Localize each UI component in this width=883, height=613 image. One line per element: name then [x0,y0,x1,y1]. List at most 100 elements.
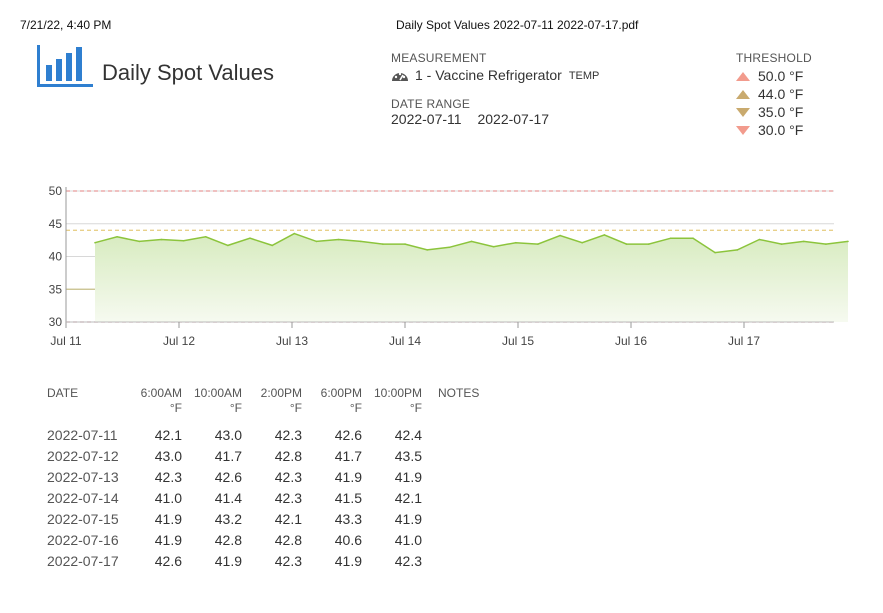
column-unit: °F [169,401,182,415]
data-point [404,243,406,245]
row-date: 2022-07-16 [47,531,119,548]
column-unit: °F [229,401,242,415]
y-tick-label: 30 [49,315,63,329]
y-tick-label: 50 [49,184,63,198]
column-header-6pm: 6:00PM °F [302,386,362,416]
row-value: 41.9 [154,510,182,527]
row-value: 41.9 [214,552,242,569]
column-unit: °F [349,401,362,415]
data-point [204,236,207,238]
data-point [315,240,318,243]
data-point [603,234,606,236]
y-tick-label: 45 [49,217,63,231]
date-range-caption: DATE RANGE [391,97,471,111]
row-value: 41.9 [334,552,362,569]
date-range-start: 2022-07-11 [391,111,462,127]
row-date: 2022-07-12 [47,447,119,464]
threshold-item: 50.0 °F [736,67,803,85]
table-row: 2022-07-14 41.0 41.4 42.3 41.5 42.1 [47,487,479,508]
data-point [559,234,561,237]
data-point [515,241,517,244]
row-date: 2022-07-15 [47,510,119,527]
threshold-value: 30.0 °F [758,122,804,138]
table-row: 2022-07-12 43.0 41.7 42.8 41.7 43.5 [47,445,479,466]
bar-chart-icon [37,45,93,87]
column-unit: °F [289,401,302,415]
measurement-caption: MEASUREMENT [391,51,487,65]
row-value: 42.3 [274,489,302,506]
data-point [160,238,163,241]
table-row: 2022-07-17 42.6 41.9 42.3 41.9 42.3 [47,550,479,571]
triangle-down-icon [736,125,750,135]
column-header-10pm: 10:00PM °F [362,386,422,416]
data-point [670,237,672,239]
y-tick-label: 40 [49,250,63,264]
x-tick-label: Jul 13 [276,334,308,348]
row-value: 43.5 [394,447,422,464]
data-point [94,241,96,244]
row-value: 41.7 [334,447,362,464]
row-value: 41.0 [154,489,182,506]
row-date: 2022-07-14 [47,489,119,506]
row-value: 43.0 [214,426,242,443]
data-point [470,240,473,243]
row-notes [422,550,479,571]
spot-values-chart: 30 35 40 45 50 Jul 11 Jul 12 Jul 13 Jul 14 Jul 15… [49,184,849,348]
row-value: 41.5 [334,489,362,506]
row-value: 43.0 [154,447,182,464]
row-value: 41.9 [394,468,422,485]
triangle-up-icon [736,89,750,99]
column-header-10am: 10:00AM °F [182,386,242,416]
threshold-value: 44.0 °F [758,86,804,102]
threshold-item: 35.0 °F [736,103,803,121]
row-value: 42.6 [154,552,182,569]
date-range: 2022-07-11 2022-07-17 [391,111,549,127]
report-title: Daily Spot Values [102,60,275,85]
x-tick-label: Jul 16 [615,334,647,348]
row-value: 43.3 [334,510,362,527]
date-range-end: 2022-07-17 [477,111,550,127]
data-point [271,244,274,247]
data-point [847,240,849,243]
data-point [337,238,340,241]
row-value: 42.6 [334,426,362,443]
table-row: 2022-07-16 41.9 42.8 42.8 40.6 41.0 [47,529,479,550]
row-value: 41.9 [154,531,182,548]
column-unit: °F [409,401,422,415]
data-point [692,237,694,239]
row-value: 42.1 [274,510,302,527]
spot-values-table: DATE 6:00AM °F 10:00AM °F 2:00PM °F 6:00PM °… [47,386,479,571]
data-point [625,243,628,245]
data-point [780,243,783,245]
row-date: 2022-07-13 [47,468,119,485]
print-date: 7/21/22, 4:40 PM [20,18,112,32]
row-value: 41.0 [394,531,422,548]
row-value: 42.3 [394,552,422,569]
data-point [537,243,539,245]
row-value: 42.3 [274,552,302,569]
data-point [492,245,495,248]
data-point [360,240,362,243]
data-point [802,240,805,243]
row-value: 42.4 [394,426,422,443]
data-point [182,240,185,242]
area-fill [95,233,848,322]
column-header-date: DATE [47,386,79,400]
data-point [138,240,141,243]
row-date: 2022-07-17 [47,552,119,569]
column-header-2pm: 2:00PM °F [242,386,302,416]
table-header-row: DATE 6:00AM °F 10:00AM °F 2:00PM °F 6:00PM °… [47,386,479,416]
row-value: 42.1 [154,426,182,443]
row-notes [422,508,479,529]
measurement-row: 1 - Vaccine Refrigerator TEMP [391,67,599,83]
row-notes [422,529,479,550]
triangle-up-icon [736,71,750,81]
row-value: 42.3 [154,468,182,485]
column-header-notes: NOTES [438,386,480,400]
data-point [825,243,827,245]
row-value: 41.7 [214,447,242,464]
triangle-down-icon [736,107,750,117]
threshold-caption: THRESHOLD [736,51,812,65]
row-value: 41.9 [394,510,422,527]
data-point [714,251,716,254]
